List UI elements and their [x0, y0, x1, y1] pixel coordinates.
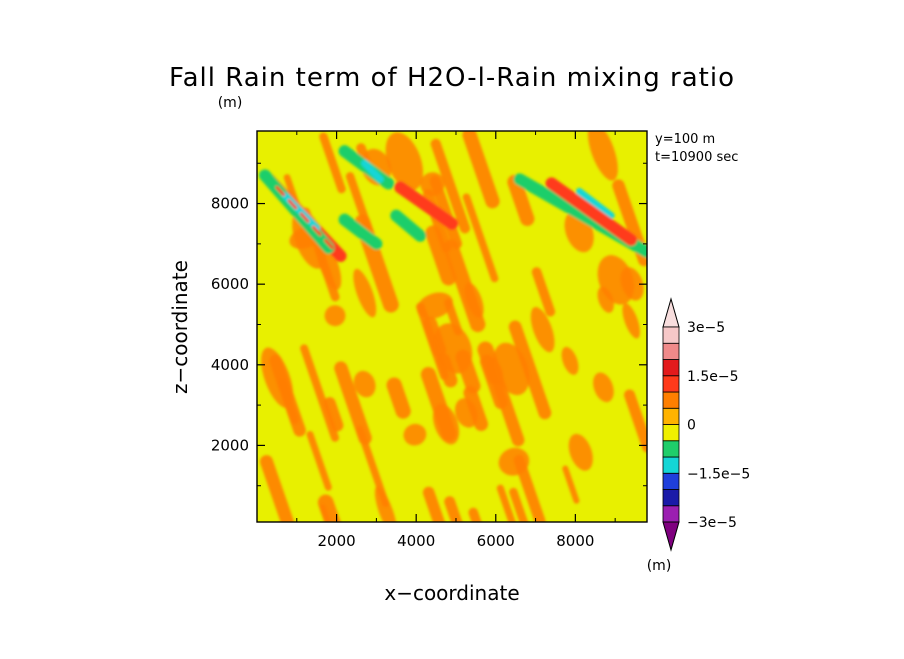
- colorbar-swatch: [662, 424, 680, 442]
- x-axis: 2000 4000 6000 8000: [296, 131, 616, 550]
- field-streak: [334, 361, 372, 445]
- colorbar-tick-label: −3e−5: [687, 515, 737, 531]
- field-patch: [620, 267, 644, 301]
- field-streak: [468, 507, 482, 522]
- colorbar-swatch: [662, 440, 680, 458]
- y-tick-label: 4000: [211, 356, 249, 374]
- colorbar-swatch: [662, 472, 680, 490]
- field-streak: [317, 494, 341, 522]
- field-patch: [416, 292, 453, 319]
- y-tick-label: 2000: [211, 436, 249, 454]
- annotation-y: y=100 m: [655, 132, 715, 147]
- colorbar-tick-label: −1.5e−5: [687, 466, 750, 482]
- field-feature-negative-core: [575, 187, 615, 220]
- y-tick-label: 6000: [211, 275, 249, 293]
- colorbar-tick-label: 1.5e−5: [687, 369, 739, 385]
- field-feature-negative-streak: [390, 209, 427, 242]
- field-positive-core: [406, 193, 446, 218]
- field-streak: [319, 504, 332, 522]
- x-tick-label: 6000: [477, 532, 515, 550]
- y-tick-label: 8000: [211, 195, 249, 213]
- field-patch: [622, 303, 641, 339]
- field-streak: [531, 267, 556, 317]
- field-streak: [425, 225, 457, 286]
- colorbar-unit: (m): [647, 558, 672, 574]
- colorbar-under-arrow: [662, 521, 680, 552]
- colorbar-swatch: [662, 407, 680, 425]
- field-streak: [624, 389, 647, 453]
- field-feature-negative-core: [360, 159, 384, 183]
- field-streak: [319, 132, 346, 194]
- field-patch: [464, 282, 484, 318]
- field-streak: [422, 486, 446, 522]
- field-patch: [593, 372, 614, 403]
- field-patch: [420, 172, 445, 197]
- x-tick-label: 4000: [397, 532, 435, 550]
- x-axis-label: x−coordinate: [384, 581, 519, 605]
- colorbar-swatch: [662, 342, 680, 360]
- colorbar: 3e−5 1.5e−5 0 −1.5e−5 −3e−5: [662, 297, 750, 552]
- field-streak: [306, 431, 332, 491]
- field-patch: [324, 305, 346, 327]
- field-patch: [403, 423, 427, 446]
- field-patch: [561, 346, 579, 375]
- field-streak: [386, 377, 411, 419]
- field-patch: [353, 268, 377, 318]
- field-patch: [493, 342, 530, 396]
- field-streak: [430, 138, 471, 234]
- field-positive-core: [557, 189, 625, 234]
- field-streak: [323, 397, 344, 432]
- colorbar-swatch: [662, 505, 680, 523]
- colorbar-over-arrow: [662, 297, 680, 328]
- field-streak: [300, 344, 339, 442]
- field-patch: [454, 398, 478, 428]
- colorbar-tick-label: 0: [687, 418, 696, 434]
- plot-area: [257, 131, 647, 522]
- field-streak: [509, 487, 529, 522]
- x-tick-label: 8000: [556, 532, 594, 550]
- colorbar-swatch: [662, 456, 680, 474]
- y-unit-label: (m): [218, 95, 243, 111]
- field-patch: [433, 323, 473, 374]
- field-patch: [374, 486, 397, 522]
- field-streak: [496, 484, 516, 522]
- x-tick-label: 2000: [317, 532, 355, 550]
- colorbar-swatch: [662, 326, 680, 344]
- chart-title: Fall Rain term of H2O-l-Rain mixing rati…: [169, 63, 735, 93]
- field-streak: [260, 455, 295, 522]
- field-patch: [353, 370, 376, 398]
- field-patch: [498, 447, 530, 476]
- field-streak: [462, 131, 500, 209]
- field-patch: [432, 403, 460, 445]
- y-axis: 2000 4000 6000 8000: [211, 162, 647, 487]
- colorbar-swatch: [662, 359, 680, 377]
- field-feature-negative-streak: [338, 213, 383, 250]
- field-layer: [258, 131, 647, 522]
- field-patch: [568, 433, 593, 471]
- field-streak: [562, 465, 580, 504]
- field-patch: [385, 132, 424, 191]
- field-streak: [462, 193, 499, 283]
- colorbar-swatch: [662, 489, 680, 507]
- field-patch: [530, 306, 555, 353]
- field-patch: [486, 359, 504, 385]
- plot-frame: [256, 130, 648, 523]
- y-axis-label: z−coordinate: [168, 260, 192, 394]
- colorbar-swatch: [662, 391, 680, 409]
- field-streak: [507, 174, 535, 226]
- field-patch: [261, 347, 294, 408]
- field-positive-core: [275, 185, 335, 250]
- field-streak: [508, 320, 552, 420]
- annotation-t: t=10900 sec: [655, 150, 738, 165]
- colorbar-swatch: [662, 375, 680, 393]
- field-patch: [587, 131, 618, 181]
- colorbar-tick-label: 3e−5: [687, 320, 725, 336]
